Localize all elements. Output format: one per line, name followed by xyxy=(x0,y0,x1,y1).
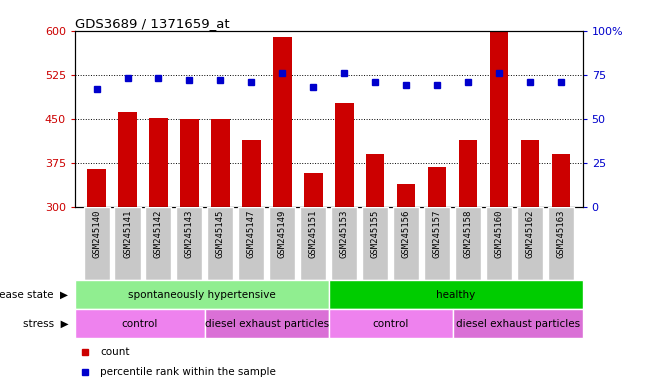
FancyBboxPatch shape xyxy=(300,207,326,280)
Text: healthy: healthy xyxy=(436,290,475,300)
Bar xyxy=(273,36,292,384)
Bar xyxy=(242,140,260,384)
Bar xyxy=(551,154,570,384)
Bar xyxy=(366,154,385,384)
FancyBboxPatch shape xyxy=(517,207,543,280)
FancyBboxPatch shape xyxy=(145,207,171,280)
FancyBboxPatch shape xyxy=(238,207,264,280)
Text: spontaneously hypertensive: spontaneously hypertensive xyxy=(128,290,275,300)
Bar xyxy=(490,31,508,384)
FancyBboxPatch shape xyxy=(362,207,388,280)
Bar xyxy=(149,118,168,384)
Text: GSM245157: GSM245157 xyxy=(433,210,441,258)
Bar xyxy=(87,169,106,384)
FancyBboxPatch shape xyxy=(424,207,450,280)
Text: GSM245162: GSM245162 xyxy=(525,210,534,258)
Text: count: count xyxy=(100,347,130,357)
Bar xyxy=(335,103,353,384)
Text: percentile rank within the sample: percentile rank within the sample xyxy=(100,367,276,377)
Bar xyxy=(180,119,199,384)
FancyBboxPatch shape xyxy=(329,309,452,338)
Text: control: control xyxy=(372,318,409,329)
Bar xyxy=(459,140,477,384)
Text: GSM245163: GSM245163 xyxy=(557,210,566,258)
FancyBboxPatch shape xyxy=(452,309,583,338)
Text: GSM245140: GSM245140 xyxy=(92,210,101,258)
Text: GSM245141: GSM245141 xyxy=(123,210,132,258)
Text: GSM245147: GSM245147 xyxy=(247,210,256,258)
FancyBboxPatch shape xyxy=(75,309,205,338)
Bar xyxy=(397,184,415,384)
FancyBboxPatch shape xyxy=(83,207,109,280)
FancyBboxPatch shape xyxy=(115,207,141,280)
FancyBboxPatch shape xyxy=(208,207,234,280)
Text: GSM245143: GSM245143 xyxy=(185,210,194,258)
Text: GDS3689 / 1371659_at: GDS3689 / 1371659_at xyxy=(75,17,230,30)
Text: GSM245153: GSM245153 xyxy=(340,210,349,258)
Text: GSM245151: GSM245151 xyxy=(309,210,318,258)
FancyBboxPatch shape xyxy=(176,207,202,280)
Text: stress  ▶: stress ▶ xyxy=(23,318,68,329)
Text: diesel exhaust particles: diesel exhaust particles xyxy=(456,318,579,329)
FancyBboxPatch shape xyxy=(270,207,296,280)
Bar xyxy=(304,173,322,384)
Bar xyxy=(211,119,230,384)
FancyBboxPatch shape xyxy=(331,207,357,280)
FancyBboxPatch shape xyxy=(205,309,329,338)
Text: GSM245145: GSM245145 xyxy=(216,210,225,258)
Text: control: control xyxy=(122,318,158,329)
Text: disease state  ▶: disease state ▶ xyxy=(0,290,68,300)
Bar xyxy=(118,112,137,384)
Text: GSM245155: GSM245155 xyxy=(370,210,380,258)
Text: diesel exhaust particles: diesel exhaust particles xyxy=(205,318,329,329)
FancyBboxPatch shape xyxy=(393,207,419,280)
Text: GSM245149: GSM245149 xyxy=(278,210,287,258)
Bar xyxy=(428,167,447,384)
FancyBboxPatch shape xyxy=(455,207,481,280)
Text: GSM245160: GSM245160 xyxy=(495,210,503,258)
FancyBboxPatch shape xyxy=(486,207,512,280)
Text: GSM245142: GSM245142 xyxy=(154,210,163,258)
Bar xyxy=(521,140,539,384)
Text: GSM245156: GSM245156 xyxy=(402,210,411,258)
FancyBboxPatch shape xyxy=(75,280,329,309)
FancyBboxPatch shape xyxy=(548,207,574,280)
FancyBboxPatch shape xyxy=(329,280,583,309)
Text: GSM245158: GSM245158 xyxy=(464,210,473,258)
